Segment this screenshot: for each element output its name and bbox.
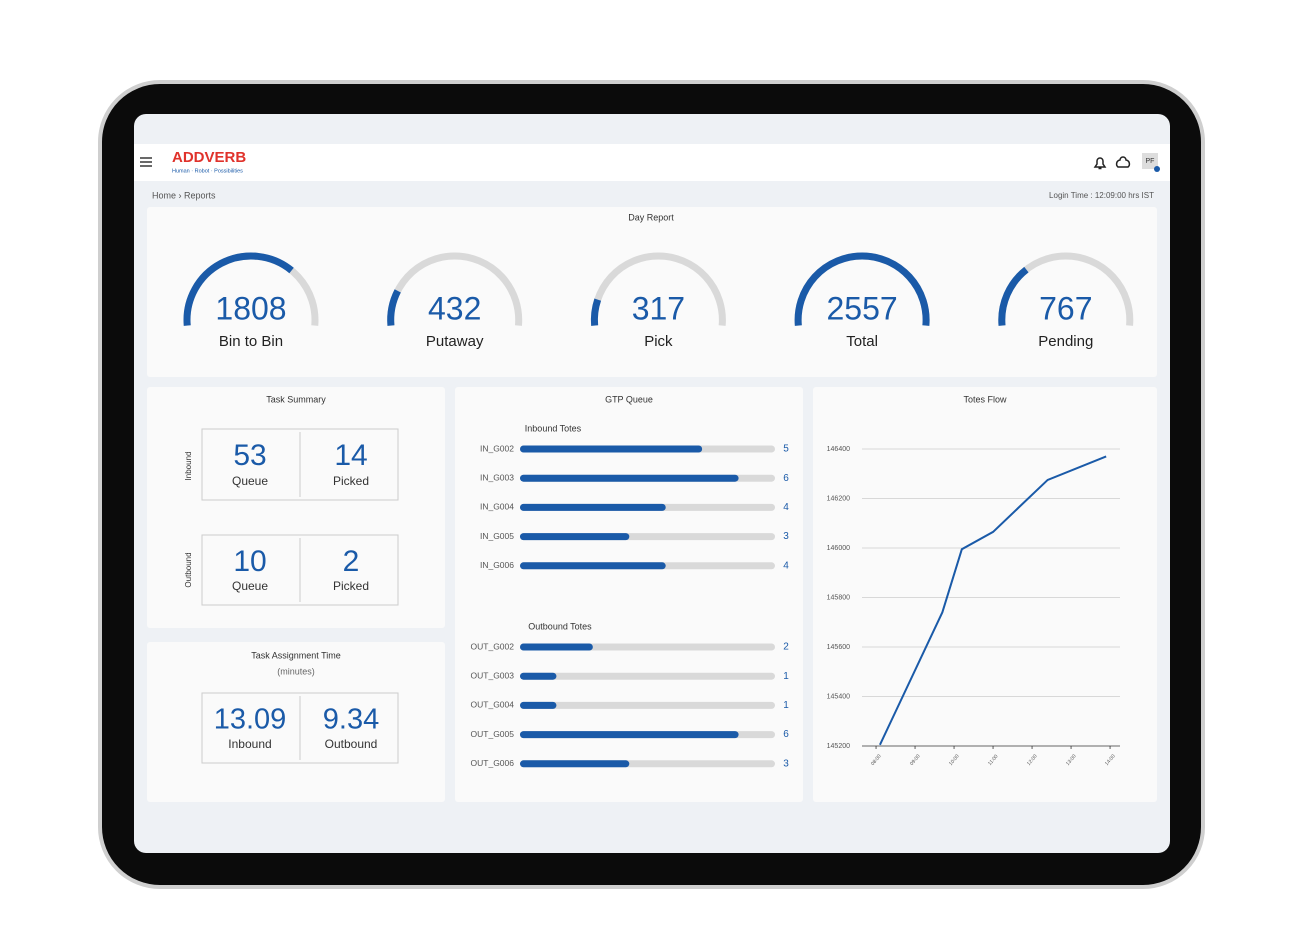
stat-value: 10 <box>233 545 266 578</box>
gauge-label: Pending <box>1038 333 1093 350</box>
y-tick-label: 145800 <box>827 594 850 601</box>
bar-label: IN_G006 <box>480 560 514 570</box>
bar-label: IN_G004 <box>480 502 514 512</box>
gauge-arc <box>998 266 1029 326</box>
stat-box <box>201 692 399 764</box>
bar-value: 3 <box>783 531 789 542</box>
y-tick-label: 146200 <box>827 495 850 502</box>
bar-label: OUT_G005 <box>471 729 515 739</box>
bar-label: OUT_G002 <box>471 641 515 651</box>
bar <box>520 474 739 482</box>
line <box>879 455 1107 746</box>
bar-label: OUT_G006 <box>471 758 515 768</box>
stat-value: 2 <box>343 545 360 578</box>
gtp-queue-panel <box>455 387 803 802</box>
panel-title: Task Summary <box>266 394 326 404</box>
avatar-badge <box>1154 166 1160 172</box>
day-report-panel <box>147 207 1157 377</box>
bar <box>520 562 666 570</box>
top-bar <box>134 144 1170 181</box>
side-label: Inbound <box>184 452 193 481</box>
gauge-value: 1808 <box>215 290 286 326</box>
panel-title: Day Report <box>628 212 674 222</box>
bar <box>520 731 739 739</box>
bar-value: 4 <box>783 560 789 571</box>
stat-label: Picked <box>333 579 369 593</box>
bar-value: 5 <box>783 444 789 455</box>
bar-label: IN_G003 <box>480 472 514 482</box>
totes-flow-panel <box>813 387 1157 802</box>
chart-title: Outbound Totes <box>528 621 592 631</box>
bar <box>520 643 593 651</box>
avatar[interactable] <box>1142 153 1158 169</box>
gauge-label: Pick <box>644 333 673 350</box>
avatar-initials: PF <box>1146 158 1155 165</box>
bar-track <box>520 672 775 680</box>
gauge-track <box>590 252 726 326</box>
unit: (minutes) <box>277 666 315 676</box>
stat-label: Outbound <box>325 737 378 751</box>
cloud-icon[interactable] <box>1115 156 1131 168</box>
y-tick-label: 146400 <box>827 446 850 453</box>
bar-value: 3 <box>783 758 789 769</box>
bar <box>520 533 630 541</box>
gauge-value: 2557 <box>827 290 898 326</box>
bar-label: IN_G005 <box>480 531 514 541</box>
gauge-arc <box>183 252 294 326</box>
panel-title: GTP Queue <box>605 394 653 404</box>
stat-value: 53 <box>233 439 266 472</box>
menu-icon[interactable] <box>140 157 152 167</box>
bar-label: OUT_G004 <box>471 700 515 710</box>
bar <box>520 701 557 709</box>
bar <box>520 672 557 680</box>
y-tick-label: 145200 <box>827 743 850 750</box>
task-summary-panel <box>147 387 445 628</box>
gauge-label: Total <box>846 333 878 350</box>
logo[interactable]: ADDVERB <box>172 149 246 166</box>
stat-value: 13.09 <box>214 704 287 736</box>
bar-label: OUT_G003 <box>471 670 515 680</box>
bar-track <box>520 701 775 709</box>
gauge-value: 767 <box>1039 290 1092 326</box>
gauge-value: 432 <box>428 290 481 326</box>
bar-label: IN_G002 <box>480 443 514 453</box>
gauge-arc <box>387 289 401 326</box>
bar-value: 6 <box>783 473 789 484</box>
y-tick-label: 145400 <box>827 693 850 700</box>
gauge-arc <box>794 252 930 326</box>
y-tick-label: 145600 <box>827 644 850 651</box>
y-tick-label: 146000 <box>827 545 850 552</box>
bar-value: 6 <box>783 729 789 740</box>
stat-value: 9.34 <box>323 704 379 736</box>
stat-label: Queue <box>232 579 268 593</box>
stat-value: 14 <box>334 439 367 472</box>
gauge-arc <box>590 298 602 326</box>
bar-value: 4 <box>783 502 789 513</box>
stat-box <box>201 428 399 501</box>
login-time: Login Time : 12:09:00 hrs IST <box>1049 191 1154 200</box>
gauge-value: 317 <box>632 290 685 326</box>
chart-title: Totes Flow <box>963 394 1007 404</box>
bar-value: 2 <box>783 642 789 653</box>
bar-value: 1 <box>783 671 789 682</box>
panel-title: Task Assignment Time <box>251 650 341 660</box>
task-assignment-panel <box>147 642 445 802</box>
bar-value: 1 <box>783 700 789 711</box>
stat-box <box>201 534 399 606</box>
breadcrumb[interactable]: Home › Reports <box>152 190 216 200</box>
stat-label: Queue <box>232 474 268 488</box>
bar <box>520 760 630 768</box>
gauge-label: Bin to Bin <box>219 333 283 350</box>
stat-label: Inbound <box>228 737 271 751</box>
side-label: Outbound <box>184 552 193 587</box>
stat-label: Picked <box>333 474 369 488</box>
bell-icon[interactable] <box>1093 157 1107 170</box>
tagline: Human · Robot · Possibilities <box>172 168 243 174</box>
chart-title: Inbound Totes <box>525 423 582 433</box>
bar <box>520 503 666 511</box>
bar <box>520 445 703 453</box>
gauge-label: Putaway <box>426 333 484 350</box>
